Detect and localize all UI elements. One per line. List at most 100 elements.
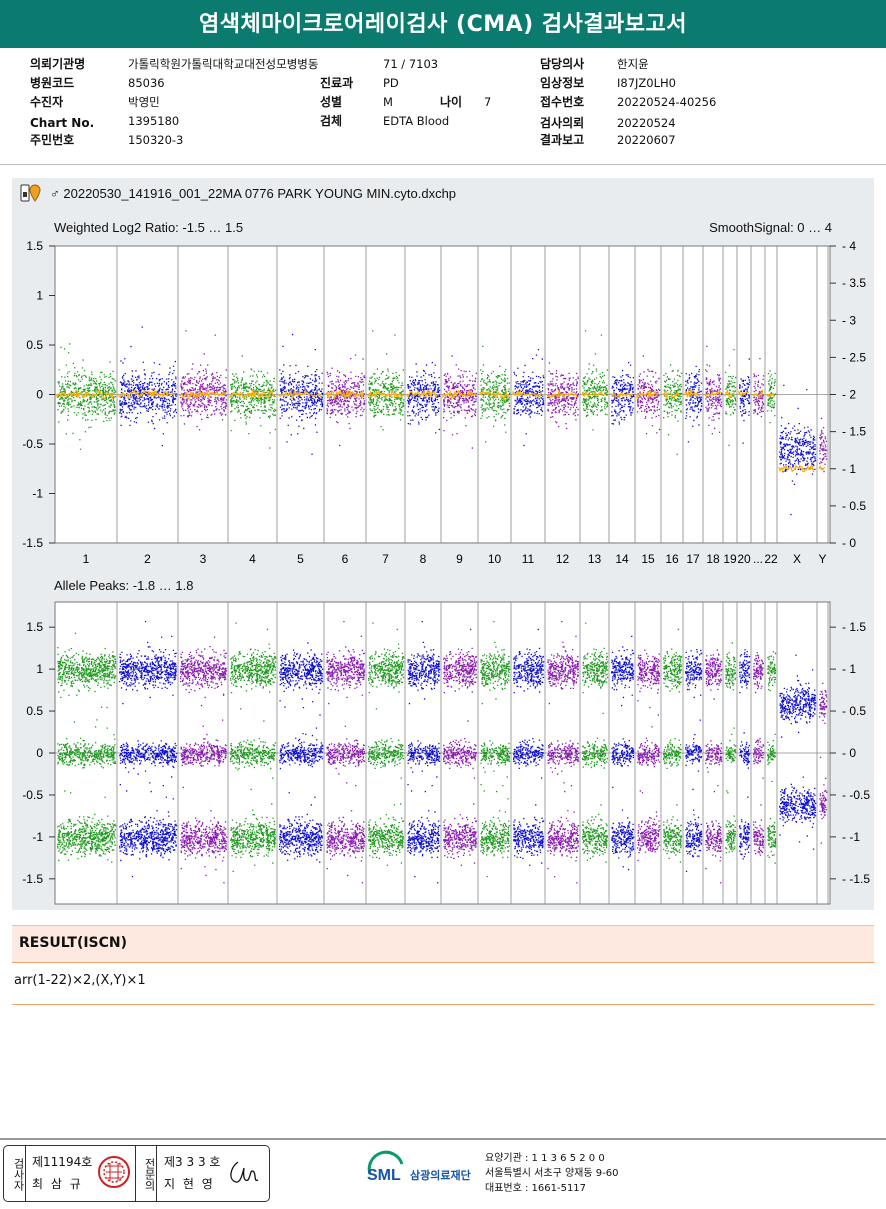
y-tick-label: 1.5 [26, 620, 43, 634]
y2-tick-label: - -1 [842, 830, 860, 844]
y-tick-label: -0.5 [22, 437, 43, 451]
signature-box: 검사자 제11194호 최 삼 규 전문의 제3 3 3 호 지 현 영 [3, 1145, 270, 1202]
smooth-signal-line [766, 392, 775, 399]
reception-value: 20220524-40256 [617, 95, 717, 109]
chromosome-1 [56, 343, 117, 450]
y-tick-label: -1 [32, 830, 43, 844]
y-tick-label: 1 [36, 662, 43, 676]
chromosome-label: 17 [686, 552, 700, 566]
smooth-signal-line [610, 391, 633, 400]
chart-no-value: 1395180 [128, 114, 180, 128]
chromosome-label: 3 [200, 552, 207, 566]
smooth-signal-line [325, 389, 364, 401]
smooth-signal-line [778, 463, 815, 473]
y-tick-label: 0.5 [26, 704, 43, 718]
chromosome-label: 5 [297, 552, 304, 566]
y2-tick-label: - 4 [842, 239, 856, 253]
inspector-no: 제11194호 [32, 1155, 93, 1169]
result-header: RESULT(ISCN) [12, 925, 874, 963]
smooth-signal-line [546, 389, 578, 400]
chromosome-label: 2 [144, 552, 151, 566]
y-tick-label: 0 [36, 746, 43, 760]
chromosome-5 [279, 642, 324, 863]
specimen-value: EDTA Blood [383, 114, 450, 128]
svg-text:SML: SML [367, 1167, 401, 1184]
chromosome-11 [513, 628, 545, 866]
y-tick-label: -1.5 [22, 536, 43, 550]
report-title: 염색체마이크로어레이검사 (CMA) 검사결과보고서 [0, 0, 886, 48]
hospital-label: 의뢰기관명 [30, 57, 86, 71]
chromosome-... [753, 652, 765, 856]
chromosome-label: 13 [588, 552, 602, 566]
result-value: arr(1-22)×2,(X,Y)×1 [14, 973, 146, 988]
smooth-signal-line [662, 389, 681, 400]
chromosome-... [752, 358, 765, 418]
smooth-signal-line [278, 388, 322, 401]
specialist-no: 제3 3 3 호 [164, 1155, 221, 1169]
chromosome-3 [179, 330, 228, 431]
dept-label: 진료과 [320, 76, 354, 90]
resident-value: 150320-3 [128, 133, 184, 147]
y-tick-label: -1.5 [22, 872, 43, 886]
chromosome-8 [407, 621, 441, 884]
chromosome-7 [367, 330, 405, 431]
y2-tick-label: - 0.5 [842, 704, 866, 718]
smooth-signal-line [56, 389, 116, 399]
chromosome-15 [637, 649, 661, 862]
clinical-label: 임상정보 [540, 76, 585, 90]
age-label: 나이 [440, 95, 463, 109]
chromosome-22 [766, 370, 777, 424]
sex-value: M [383, 95, 393, 109]
org-info: 요양기관 : 1 1 3 6 5 2 0 0 서울특별시 서초구 양재동 9-6… [485, 1151, 618, 1196]
chromosome-Y [818, 417, 828, 473]
y2-tick-label: - 1.5 [842, 620, 866, 634]
chromosome-14 [610, 361, 635, 425]
code-value: 85036 [128, 76, 165, 90]
y2-tick-label: - 3 [842, 313, 856, 327]
smooth-title: SmoothSignal: 0 … 4 [709, 220, 832, 235]
chromosome-label: 19 [723, 552, 737, 566]
chromosome-16 [663, 628, 683, 863]
y2-tick-label: - -1.5 [842, 872, 870, 886]
smooth-signal-line [367, 389, 404, 399]
chromosome-15 [636, 355, 661, 435]
smooth-signal-line [229, 388, 275, 401]
sex-label: 성별 [320, 95, 343, 109]
hospital-value: 가톨릭학원가톨릭대학교대전성모병병동 [128, 57, 319, 71]
chromosome-9 [443, 628, 478, 866]
reception-label: 접수번호 [540, 95, 585, 109]
y-tick-label: 1.5 [26, 239, 43, 253]
smooth-signal-line [479, 390, 510, 401]
y2-tick-label: - 0.5 [842, 499, 866, 513]
smooth-signal-line [704, 389, 722, 398]
chromosome-16 [662, 364, 683, 455]
smooth-signal-line [818, 464, 826, 471]
y-tick-label: 0.5 [26, 338, 43, 352]
chromosome-label: 12 [556, 552, 570, 566]
chromosome-X [779, 654, 817, 850]
log2-title: Weighted Log2 Ratio: -1.5 … 1.5 [54, 220, 244, 235]
y2-tick-label: - 0 [842, 536, 856, 550]
chromosome-label: X [793, 552, 801, 566]
chromosome-label: 22 [764, 552, 778, 566]
chromosome-label: 7 [382, 552, 389, 566]
chromosome-13 [581, 330, 609, 431]
result-divider [12, 1004, 874, 1005]
inspector-label: 검사자 [4, 1146, 26, 1201]
y-tick-label: 1 [36, 289, 43, 303]
y-tick-label: -0.5 [22, 788, 43, 802]
request-label: 검사의뢰 [540, 116, 585, 130]
chromosome-9 [442, 355, 477, 449]
y2-tick-label: - 3.5 [842, 276, 866, 290]
inspector-name: 최 삼 규 [32, 1177, 83, 1191]
chromosome-19 [724, 349, 737, 447]
y2-tick-label: - 2.5 [842, 350, 866, 364]
chromosome-label: 15 [641, 552, 655, 566]
org-address: 서울특별시 서초구 양재동 9-60 [485, 1168, 619, 1179]
specimen-label: 검체 [320, 114, 343, 128]
chromosome-label: 11 [522, 552, 535, 566]
chromosome-18 [705, 649, 723, 884]
smooth-signal-line [684, 388, 701, 398]
y2-tick-label: - 1 [842, 462, 856, 476]
allele-title: Allele Peaks: -1.8 … 1.8 [54, 578, 194, 593]
